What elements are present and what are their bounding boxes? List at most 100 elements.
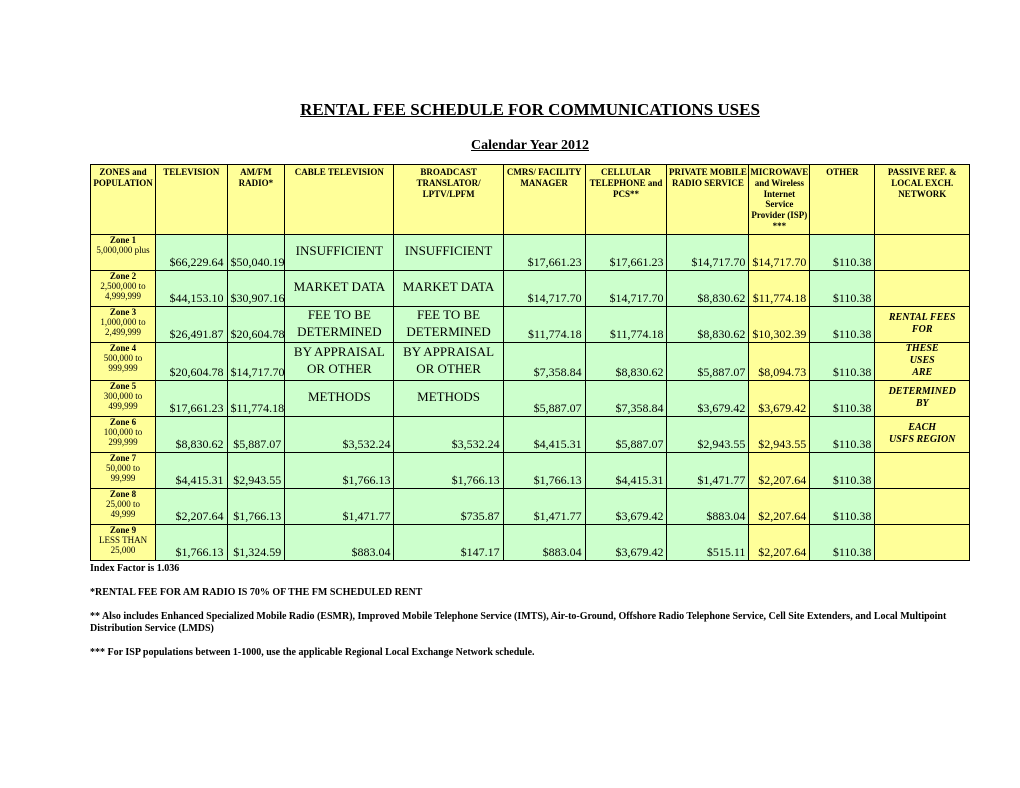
merge-bcast: BY APPRAISALOR OTHER (394, 342, 503, 380)
cell-amfm: $5,887.07 (227, 416, 285, 452)
cell-priv: $883.04 (667, 488, 749, 524)
zone-label: Zone 7 50,000 to 99,999 (91, 452, 156, 488)
cell-priv: $1,471.77 (667, 452, 749, 488)
footnote-index: Index Factor is 1.036 (90, 563, 970, 575)
cell-tv: $4,415.31 (156, 452, 227, 488)
footnote-am: *RENTAL FEE FOR AM RADIO IS 70% OF THE F… (90, 587, 970, 599)
col-cable: CABLE TELEVISION (285, 165, 394, 235)
cell-priv: $8,830.62 (667, 306, 749, 342)
col-micro: MICROWAVE and Wireless Internet Service … (749, 165, 810, 235)
page-subtitle: Calendar Year 2012 (90, 138, 970, 154)
cell-passive (875, 452, 970, 488)
cell-bcast: $3,532.24 (394, 416, 503, 452)
col-passive: PASSIVE REF. & LOCAL EXCH. NETWORK (875, 165, 970, 235)
col-cmrs: CMRS/ FACILITY MANAGER (503, 165, 585, 235)
table-row: Zone 5 300,000 to 499,999 $17,661.23 $11… (91, 380, 970, 416)
cell-amfm: $1,766.13 (227, 488, 285, 524)
cell-other: $110.38 (810, 488, 875, 524)
col-cell: CELLULAR TELEPHONE and PCS** (585, 165, 667, 235)
merge-bcast: INSUFFICIENT (394, 234, 503, 270)
merge-bcast: FEE TO BEDETERMINED (394, 306, 503, 342)
cell-cell: $3,679.42 (585, 488, 667, 524)
cell-priv: $515.11 (667, 524, 749, 560)
cell-cmrs: $1,471.77 (503, 488, 585, 524)
zone-label: Zone 4 500,000 to 999,999 (91, 342, 156, 380)
cell-tv: $17,661.23 (156, 380, 227, 416)
cell-cmrs: $14,717.70 (503, 270, 585, 306)
table-row: Zone 4 500,000 to 999,999 $20,604.78 $14… (91, 342, 970, 380)
cell-other: $110.38 (810, 270, 875, 306)
zone-label: Zone 6 100,000 to 299,999 (91, 416, 156, 452)
header-row: ZONES and POPULATION TELEVISION AM/FM RA… (91, 165, 970, 235)
cell-passive: EACHUSFS REGION (875, 416, 970, 452)
cell-micro: $8,094.73 (749, 342, 810, 380)
cell-cable: $883.04 (285, 524, 394, 560)
cell-cmrs: $5,887.07 (503, 380, 585, 416)
col-zones: ZONES and POPULATION (91, 165, 156, 235)
table-row: Zone 2 2,500,000 to 4,999,999 $44,153.10… (91, 270, 970, 306)
cell-cell: $4,415.31 (585, 452, 667, 488)
cell-cmrs: $4,415.31 (503, 416, 585, 452)
col-private: PRIVATE MOBILE RADIO SERVICE (667, 165, 749, 235)
merge-cable: FEE TO BEDETERMINED (285, 306, 394, 342)
cell-cmrs: $17,661.23 (503, 234, 585, 270)
cell-amfm: $1,324.59 (227, 524, 285, 560)
zone-label: Zone 3 1,000,000 to 2,499,999 (91, 306, 156, 342)
table-row: Zone 8 25,000 to 49,999 $2,207.64 $1,766… (91, 488, 970, 524)
cell-amfm: $2,943.55 (227, 452, 285, 488)
cell-tv: $8,830.62 (156, 416, 227, 452)
cell-cmrs: $11,774.18 (503, 306, 585, 342)
cell-passive (875, 488, 970, 524)
cell-tv: $1,766.13 (156, 524, 227, 560)
cell-cmrs: $883.04 (503, 524, 585, 560)
cell-amfm: $30,907.16 (227, 270, 285, 306)
footnote-pcs: ** Also includes Enhanced Specialized Mo… (90, 611, 970, 635)
zone-label: Zone 8 25,000 to 49,999 (91, 488, 156, 524)
cell-other: $110.38 (810, 234, 875, 270)
cell-passive: RENTAL FEESFOR (875, 306, 970, 342)
cell-tv: $26,491.87 (156, 306, 227, 342)
cell-tv: $2,207.64 (156, 488, 227, 524)
cell-priv: $2,943.55 (667, 416, 749, 452)
page-title: RENTAL FEE SCHEDULE FOR COMMUNICATIONS U… (90, 100, 970, 120)
cell-tv: $66,229.64 (156, 234, 227, 270)
cell-other: $110.38 (810, 306, 875, 342)
cell-cmrs: $7,358.84 (503, 342, 585, 380)
cell-cell: $8,830.62 (585, 342, 667, 380)
merge-cable: METHODS (285, 380, 394, 416)
document-page: RENTAL FEE SCHEDULE FOR COMMUNICATIONS U… (0, 0, 1020, 699)
zone-label: Zone 1 5,000,000 plus (91, 234, 156, 270)
cell-cell: $17,661.23 (585, 234, 667, 270)
table-row: Zone 1 5,000,000 plus $66,229.64 $50,040… (91, 234, 970, 270)
table-row: Zone 6 100,000 to 299,999 $8,830.62 $5,8… (91, 416, 970, 452)
cell-other: $110.38 (810, 524, 875, 560)
cell-passive: THESEUSESARE (875, 342, 970, 380)
cell-priv: $5,887.07 (667, 342, 749, 380)
cell-cell: $7,358.84 (585, 380, 667, 416)
zone-label: Zone 2 2,500,000 to 4,999,999 (91, 270, 156, 306)
cell-cable: $1,766.13 (285, 452, 394, 488)
table-row: Zone 7 50,000 to 99,999 $4,415.31 $2,943… (91, 452, 970, 488)
cell-cable: $1,471.77 (285, 488, 394, 524)
table-row: Zone 9 LESS THAN 25,000 $1,766.13 $1,324… (91, 524, 970, 560)
cell-bcast: $735.87 (394, 488, 503, 524)
zone-label: Zone 9 LESS THAN 25,000 (91, 524, 156, 560)
cell-priv: $3,679.42 (667, 380, 749, 416)
cell-cell: $14,717.70 (585, 270, 667, 306)
fee-table: ZONES and POPULATION TELEVISION AM/FM RA… (90, 164, 970, 561)
cell-amfm: $14,717.70 (227, 342, 285, 380)
cell-other: $110.38 (810, 380, 875, 416)
cell-micro: $14,717.70 (749, 234, 810, 270)
cell-tv: $20,604.78 (156, 342, 227, 380)
cell-other: $110.38 (810, 452, 875, 488)
cell-passive (875, 270, 970, 306)
cell-amfm: $20,604.78 (227, 306, 285, 342)
merge-cable: INSUFFICIENT (285, 234, 394, 270)
cell-bcast: $1,766.13 (394, 452, 503, 488)
merge-cable: BY APPRAISALOR OTHER (285, 342, 394, 380)
cell-priv: $8,830.62 (667, 270, 749, 306)
cell-micro: $2,207.64 (749, 488, 810, 524)
col-bcast: BROADCAST TRANSLATOR/ LPTV/LPFM (394, 165, 503, 235)
cell-micro: $2,943.55 (749, 416, 810, 452)
col-tv: TELEVISION (156, 165, 227, 235)
